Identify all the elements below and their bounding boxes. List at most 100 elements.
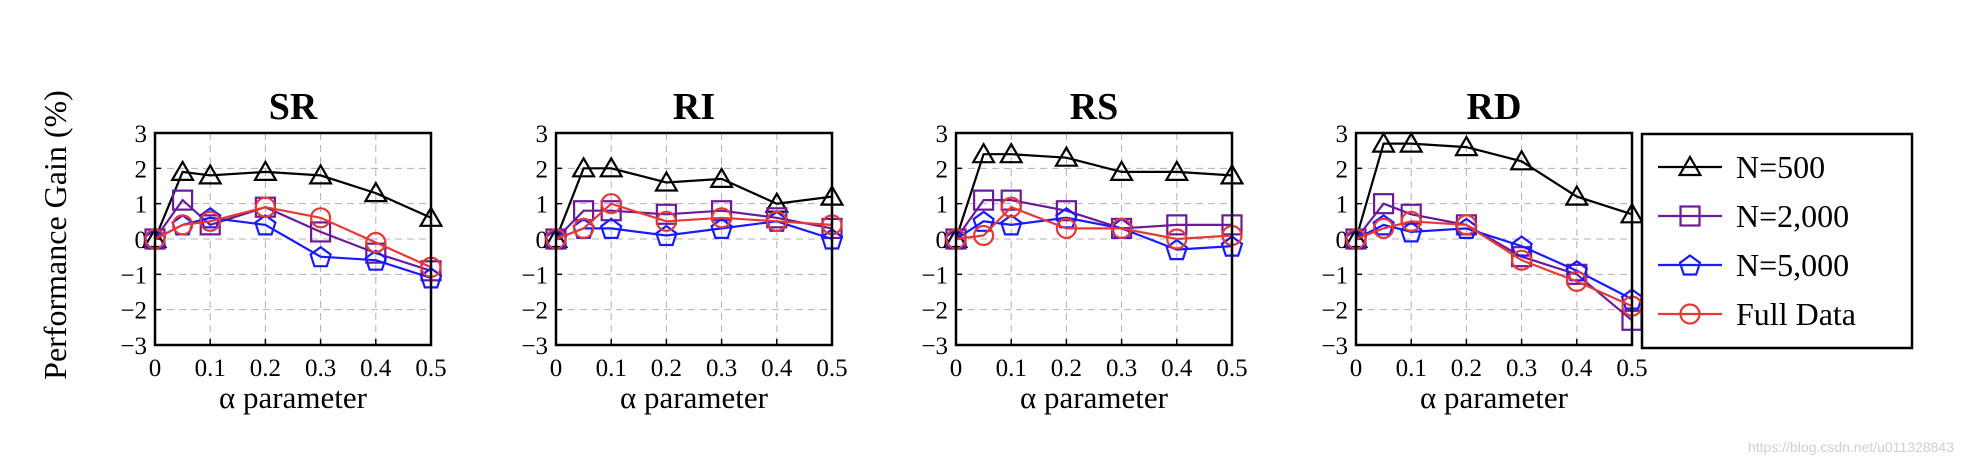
- data-point: [172, 214, 194, 236]
- x-tick-label: 0: [550, 355, 563, 382]
- data-point: [972, 189, 995, 211]
- data-point: [1372, 214, 1395, 236]
- y-tick-label: −3: [120, 333, 147, 360]
- x-tick-label: 0.1: [1396, 355, 1427, 382]
- data-point: [766, 210, 788, 232]
- y-tick-label: −2: [120, 298, 147, 325]
- data-point: [709, 166, 734, 188]
- y-tick-label: 1: [936, 192, 949, 219]
- y-tick-label: 3: [536, 121, 549, 148]
- x-tick-label: 0.5: [1616, 355, 1647, 382]
- data-point: [710, 217, 733, 239]
- plot-frame: [954, 131, 1234, 347]
- x-tick-label: 0.5: [1216, 355, 1247, 382]
- y-tick-label: 2: [135, 156, 148, 183]
- y-tick-label: 1: [1336, 192, 1349, 219]
- data-point: [310, 221, 332, 243]
- grid: [154, 132, 432, 346]
- series-line: [154, 198, 432, 272]
- series-line: [1355, 223, 1633, 301]
- y-tick-label: −2: [1321, 298, 1348, 325]
- data-point: [710, 207, 733, 229]
- data-point: [1510, 249, 1533, 271]
- chart-title: RI: [673, 86, 715, 128]
- x-tick-label: 0.2: [651, 355, 682, 382]
- data-point: [1399, 221, 1423, 243]
- data-point: [1110, 217, 1133, 239]
- data-point: [308, 163, 333, 185]
- x-tick-label: 0: [149, 355, 162, 382]
- data-point: [254, 214, 277, 236]
- data-point: [1510, 235, 1533, 257]
- data-point: [1400, 203, 1422, 225]
- data-point: [600, 193, 622, 215]
- data-point: [253, 159, 278, 181]
- legend-frame: [1640, 132, 1914, 350]
- grid: [555, 132, 833, 346]
- x-tick-label: 0: [950, 355, 963, 382]
- x-tick-label: 0.4: [360, 355, 392, 382]
- legend-entry-n-500: N=500: [1658, 149, 1825, 185]
- data-point: [654, 170, 679, 192]
- y-tick-label: 3: [1336, 121, 1349, 148]
- legend-label: N=2,000: [1736, 198, 1849, 234]
- y-tick-label: 2: [536, 156, 549, 183]
- data-point: [1400, 210, 1422, 232]
- series-line: [555, 220, 833, 241]
- data-point: [655, 203, 678, 225]
- series-n-5-000: [944, 206, 1244, 261]
- data-point: [598, 156, 624, 178]
- data-point: [1455, 214, 1478, 236]
- data-point: [1055, 200, 1078, 222]
- y-tick-label: −2: [521, 298, 548, 325]
- legend-marker: [1677, 154, 1703, 177]
- data-point: [655, 224, 678, 247]
- data-point: [198, 206, 222, 229]
- y-tick-label: −3: [921, 333, 948, 360]
- series-full-data: [1345, 210, 1643, 317]
- chart-panels: SR −3 −2 −1 0 1 2 3 0 0.1 0.2 0.3 0.4 0.5 α parameter R…: [120, 86, 1647, 415]
- data-point: [572, 217, 595, 239]
- x-tick-label: 0.1: [996, 355, 1027, 382]
- data-point: [1372, 193, 1395, 215]
- y-tick-label: −3: [521, 333, 548, 360]
- x-tick-label: 0.3: [1106, 355, 1137, 382]
- legend-entry-n-2-000: N=2,000: [1658, 198, 1849, 234]
- y-tick-label: 1: [135, 192, 148, 219]
- data-point: [1055, 217, 1078, 239]
- x-axis-label: α parameter: [1020, 380, 1169, 415]
- series-line: [554, 167, 833, 240]
- data-point: [309, 245, 332, 268]
- legend-marker: [1679, 205, 1701, 227]
- data-point: [1371, 131, 1396, 153]
- x-tick-label: 0.2: [1051, 355, 1082, 382]
- y-tick-label: −1: [921, 262, 948, 289]
- y-tick-label: −1: [120, 262, 147, 289]
- data-point: [170, 159, 195, 181]
- series-line: [1354, 142, 1633, 240]
- data-point: [1165, 238, 1189, 261]
- data-point: [172, 189, 194, 211]
- x-axis-label: α parameter: [1420, 380, 1569, 415]
- y-tick-label: −3: [1321, 333, 1348, 360]
- legend-entry-full-data: Full Data: [1658, 296, 1856, 332]
- legend-marker: [1678, 254, 1702, 276]
- legend-label: N=500: [1736, 149, 1825, 185]
- plot-frame: [1354, 131, 1634, 347]
- data-point: [972, 210, 995, 232]
- data-point: [999, 214, 1023, 236]
- data-point: [1054, 145, 1079, 167]
- data-point: [199, 210, 221, 232]
- x-axis-label: α parameter: [219, 380, 368, 415]
- data-point: [365, 231, 387, 254]
- data-point: [972, 224, 995, 247]
- y-tick-label: 2: [1336, 156, 1349, 183]
- data-point: [599, 217, 623, 239]
- plot-frame: [554, 131, 834, 347]
- data-point: [1398, 131, 1424, 153]
- data-point: [1000, 196, 1022, 218]
- data-point: [197, 163, 223, 185]
- x-tick-label: 0.4: [1161, 355, 1193, 382]
- data-point: [571, 156, 596, 178]
